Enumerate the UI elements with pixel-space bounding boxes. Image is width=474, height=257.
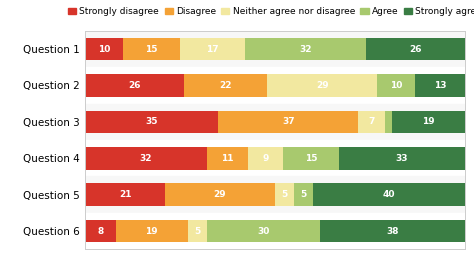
Bar [165, 183, 275, 206]
Text: 22: 22 [219, 81, 232, 90]
Bar [366, 38, 465, 60]
Text: 5: 5 [194, 227, 201, 236]
Bar [116, 220, 188, 242]
Bar [85, 31, 465, 67]
Bar [207, 147, 248, 170]
Text: 9: 9 [262, 154, 269, 163]
Text: 11: 11 [221, 154, 234, 163]
Bar [275, 183, 294, 206]
Bar [123, 38, 180, 60]
Bar [248, 147, 283, 170]
Bar [85, 74, 184, 97]
Text: 19: 19 [146, 227, 158, 236]
Text: 35: 35 [146, 117, 158, 126]
Text: 29: 29 [316, 81, 328, 90]
Text: 21: 21 [119, 190, 131, 199]
Text: 10: 10 [390, 81, 402, 90]
Text: 13: 13 [434, 81, 446, 90]
Text: 15: 15 [305, 154, 317, 163]
Text: 8: 8 [97, 227, 104, 236]
Bar [415, 74, 465, 97]
Text: 10: 10 [98, 44, 110, 53]
Bar [377, 74, 415, 97]
Bar [218, 111, 358, 133]
Text: 26: 26 [409, 44, 421, 53]
Text: 38: 38 [386, 227, 399, 236]
Text: 37: 37 [282, 117, 294, 126]
Bar [267, 74, 377, 97]
Bar [180, 38, 245, 60]
Text: 32: 32 [299, 44, 311, 53]
Text: 15: 15 [146, 44, 158, 53]
Bar [85, 111, 218, 133]
Bar [85, 183, 165, 206]
Bar [85, 67, 465, 104]
Bar [245, 38, 366, 60]
Bar [358, 111, 385, 133]
Bar [392, 111, 465, 133]
Bar [313, 183, 465, 206]
Text: 32: 32 [140, 154, 152, 163]
Bar [320, 220, 465, 242]
Bar [188, 220, 207, 242]
Text: 26: 26 [128, 81, 141, 90]
Bar [207, 220, 320, 242]
Bar [283, 147, 339, 170]
Text: 33: 33 [396, 154, 408, 163]
Text: 19: 19 [422, 117, 435, 126]
Bar [85, 140, 465, 177]
Bar [184, 74, 267, 97]
Bar [85, 213, 465, 249]
Text: 30: 30 [257, 227, 270, 236]
Bar [385, 111, 392, 133]
Bar [85, 38, 123, 60]
Text: 40: 40 [383, 190, 395, 199]
Bar [339, 147, 465, 170]
Text: 29: 29 [214, 190, 226, 199]
Text: 5: 5 [300, 190, 307, 199]
Text: 5: 5 [281, 190, 288, 199]
Bar [85, 104, 465, 140]
Bar [85, 147, 207, 170]
Text: 17: 17 [206, 44, 219, 53]
Bar [85, 177, 465, 213]
Bar [85, 220, 116, 242]
Bar [294, 183, 313, 206]
Text: 7: 7 [368, 117, 375, 126]
Legend: Strongly disagree, Disagree, Neither agree nor disagree, Agree, Strongly agree: Strongly disagree, Disagree, Neither agr… [68, 7, 474, 16]
